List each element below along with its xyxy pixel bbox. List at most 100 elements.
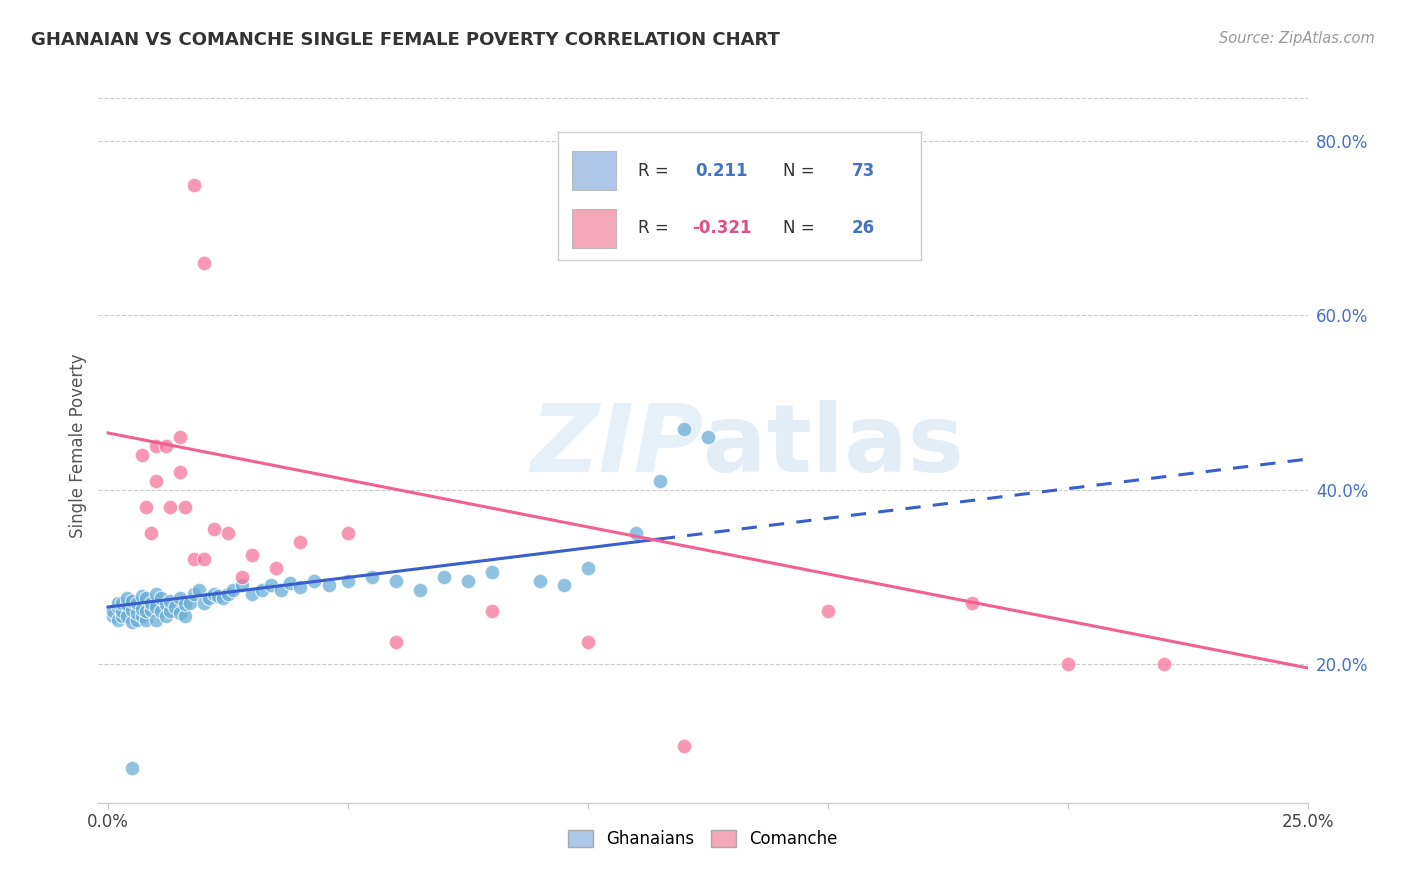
- Point: [207, 589, 229, 603]
- Point: [121, 761, 143, 775]
- Y-axis label: Single Female Poverty: Single Female Poverty: [69, 354, 87, 538]
- Point: [155, 439, 177, 453]
- Point: [141, 526, 163, 541]
- Point: [145, 439, 167, 453]
- Point: [433, 569, 456, 583]
- Point: [173, 500, 195, 514]
- Point: [212, 591, 235, 606]
- Point: [145, 599, 167, 614]
- Point: [576, 635, 599, 649]
- Point: [169, 606, 191, 620]
- Point: [155, 608, 177, 623]
- Point: [231, 569, 253, 583]
- Point: [280, 576, 302, 591]
- Legend: Ghanaians, Comanche: Ghanaians, Comanche: [561, 823, 845, 855]
- Point: [179, 596, 201, 610]
- Point: [576, 561, 599, 575]
- Point: [155, 598, 177, 612]
- Point: [222, 582, 245, 597]
- Point: [131, 448, 153, 462]
- Text: GHANAIAN VS COMANCHE SINGLE FEMALE POVERTY CORRELATION CHART: GHANAIAN VS COMANCHE SINGLE FEMALE POVER…: [31, 31, 780, 49]
- Point: [115, 608, 138, 623]
- Point: [183, 178, 205, 192]
- Point: [125, 606, 148, 620]
- Point: [173, 598, 195, 612]
- Point: [288, 534, 311, 549]
- Point: [385, 574, 408, 588]
- Point: [121, 615, 143, 629]
- Point: [115, 591, 138, 606]
- Point: [1056, 657, 1078, 671]
- Point: [159, 594, 181, 608]
- Point: [107, 613, 129, 627]
- Point: [159, 604, 181, 618]
- Point: [1153, 657, 1175, 671]
- Point: [817, 604, 839, 618]
- Point: [197, 591, 219, 606]
- Point: [270, 582, 292, 597]
- Point: [217, 587, 239, 601]
- Point: [165, 599, 187, 614]
- Point: [960, 596, 983, 610]
- Point: [288, 580, 311, 594]
- Point: [149, 591, 172, 606]
- Point: [169, 430, 191, 444]
- Point: [145, 474, 167, 488]
- Point: [135, 604, 157, 618]
- Point: [193, 596, 215, 610]
- Point: [361, 569, 384, 583]
- Point: [125, 596, 148, 610]
- Text: Source: ZipAtlas.com: Source: ZipAtlas.com: [1219, 31, 1375, 46]
- Point: [318, 578, 340, 592]
- Point: [183, 587, 205, 601]
- Point: [231, 578, 253, 592]
- Point: [481, 604, 503, 618]
- Point: [135, 500, 157, 514]
- Point: [149, 604, 172, 618]
- Point: [250, 582, 273, 597]
- Point: [169, 465, 191, 479]
- Point: [101, 604, 124, 618]
- Point: [202, 587, 225, 601]
- Point: [553, 578, 575, 592]
- Point: [141, 602, 163, 616]
- Point: [202, 522, 225, 536]
- Point: [111, 608, 134, 623]
- Point: [111, 604, 134, 618]
- Point: [135, 591, 157, 606]
- Point: [648, 474, 671, 488]
- Point: [304, 574, 326, 588]
- Point: [125, 613, 148, 627]
- Point: [169, 591, 191, 606]
- Text: atlas: atlas: [703, 400, 965, 492]
- Point: [193, 552, 215, 566]
- Point: [385, 635, 408, 649]
- Point: [336, 574, 359, 588]
- Point: [115, 598, 138, 612]
- Point: [141, 596, 163, 610]
- Point: [696, 430, 718, 444]
- Point: [457, 574, 479, 588]
- Point: [173, 608, 195, 623]
- Point: [260, 578, 283, 592]
- Point: [481, 565, 503, 579]
- Point: [188, 582, 211, 597]
- Point: [145, 587, 167, 601]
- Point: [336, 526, 359, 541]
- Point: [193, 256, 215, 270]
- Point: [183, 552, 205, 566]
- Point: [135, 613, 157, 627]
- Point: [131, 589, 153, 603]
- Point: [672, 739, 695, 754]
- Point: [121, 594, 143, 608]
- Point: [159, 500, 181, 514]
- Point: [107, 596, 129, 610]
- Point: [217, 526, 239, 541]
- Point: [101, 608, 124, 623]
- Point: [264, 561, 287, 575]
- Point: [131, 601, 153, 615]
- Point: [121, 602, 143, 616]
- Point: [409, 582, 432, 597]
- Text: ZIP: ZIP: [530, 400, 703, 492]
- Point: [111, 596, 134, 610]
